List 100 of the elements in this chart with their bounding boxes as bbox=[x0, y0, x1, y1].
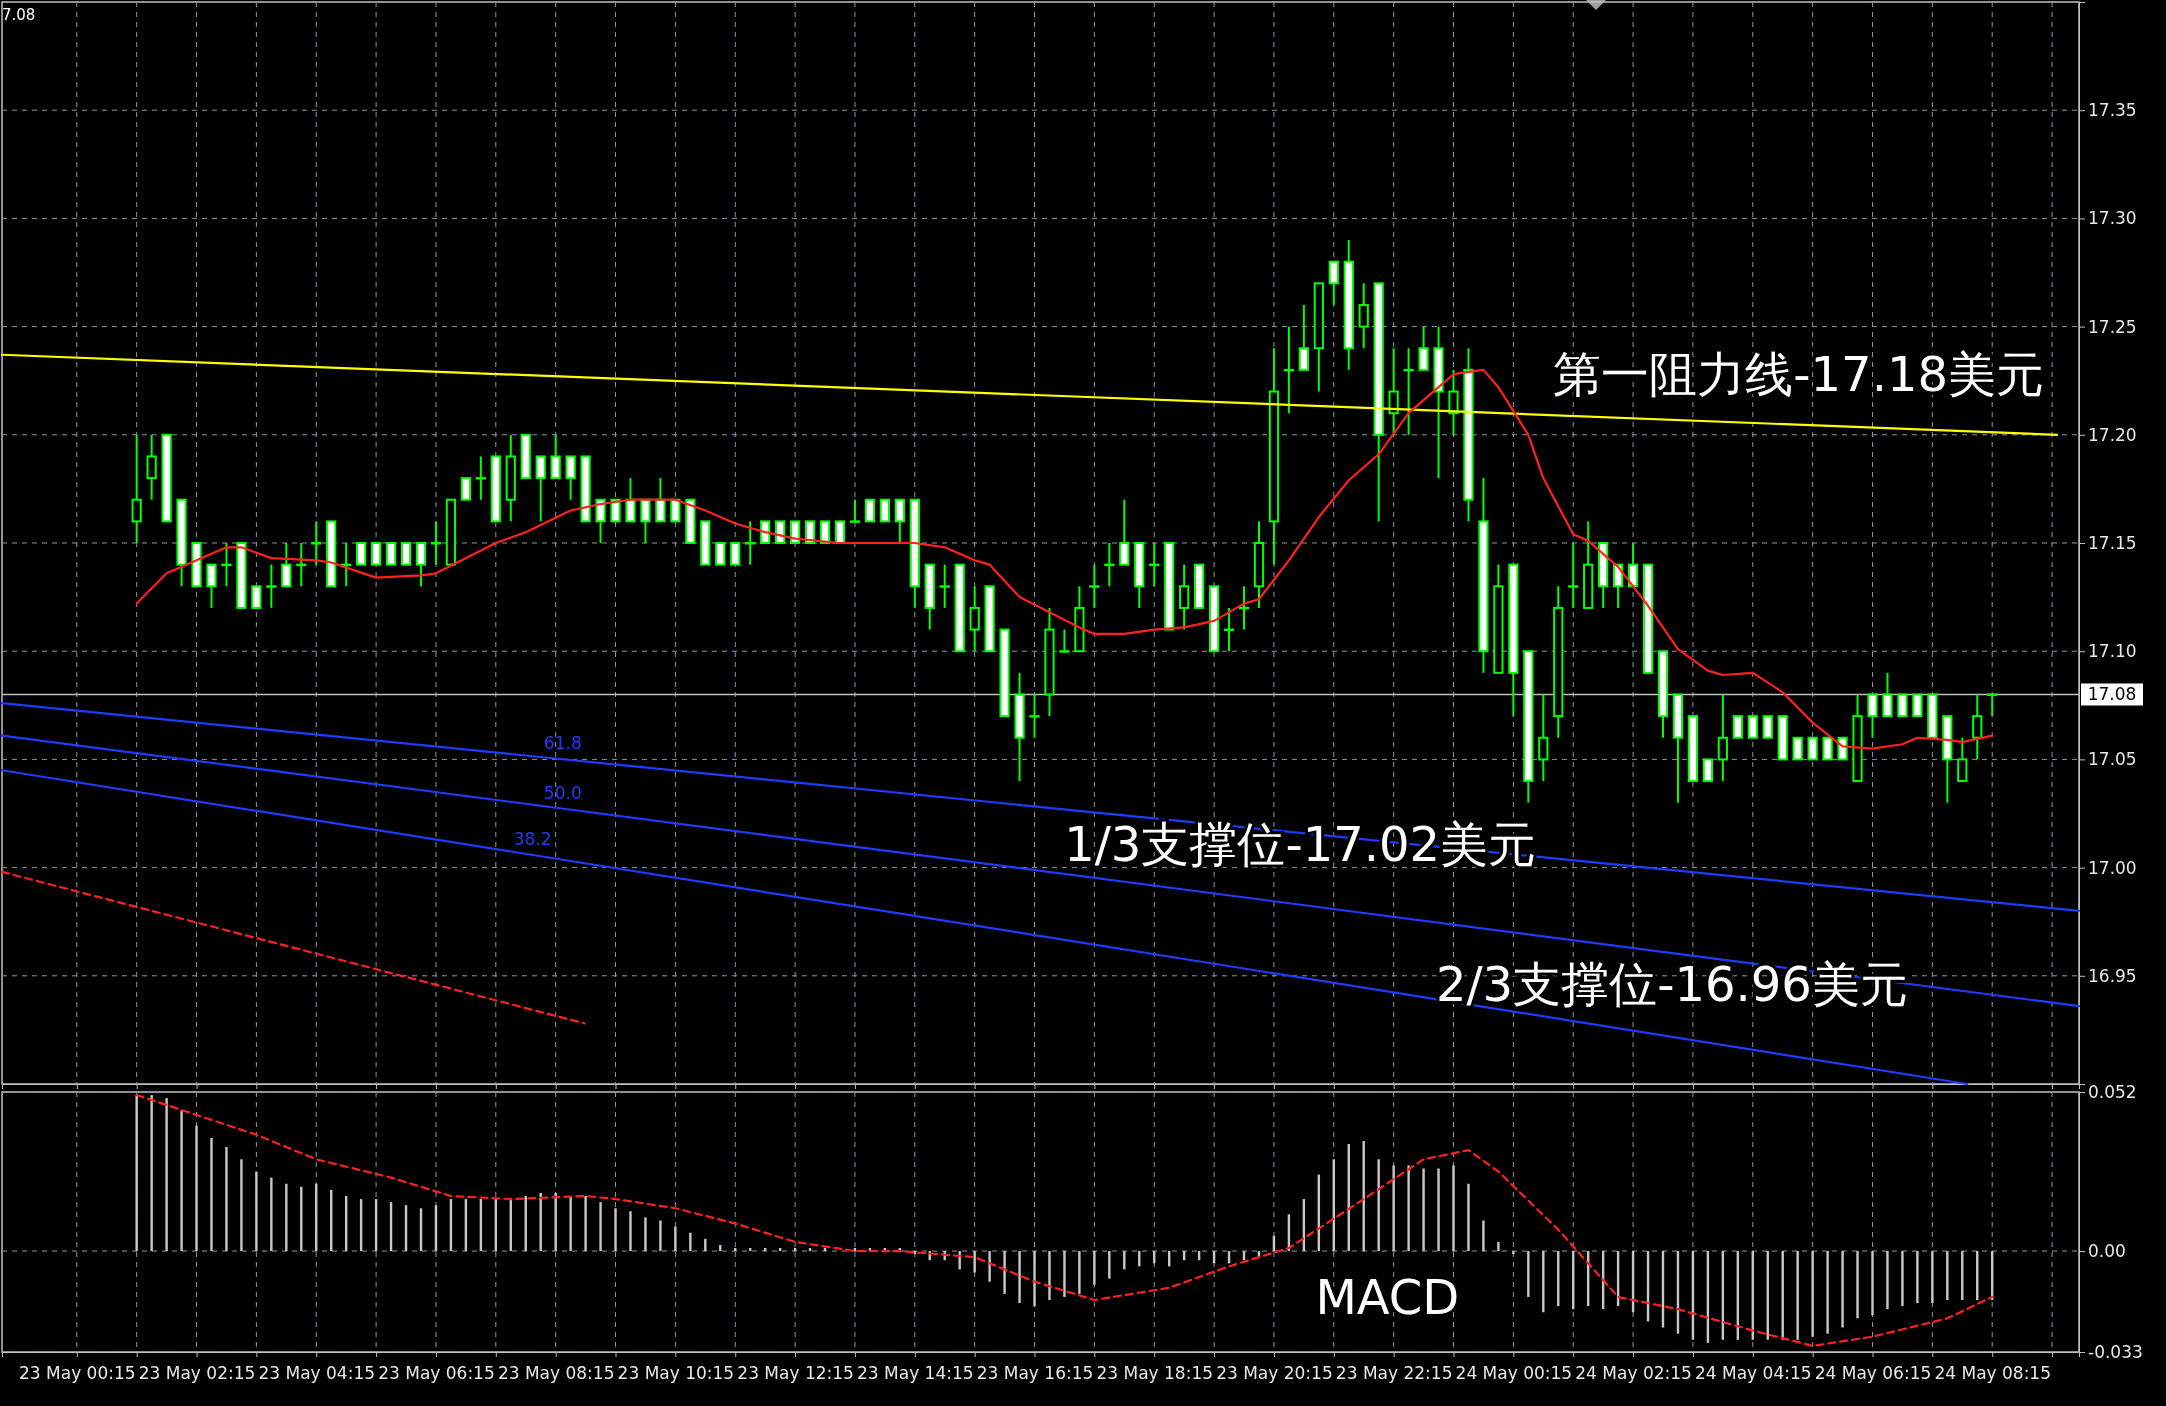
x-tick-label: 24 May 04:15 bbox=[1695, 1362, 1812, 1383]
candlestick bbox=[1179, 563, 1190, 631]
bar bbox=[1931, 1251, 1934, 1304]
series-label: 50.0 bbox=[543, 782, 582, 803]
x-tick-label: 23 May 08:15 bbox=[497, 1362, 615, 1383]
candlestick bbox=[1747, 715, 1758, 739]
candlestick bbox=[296, 542, 307, 588]
y-tick-label: 16.95 bbox=[2088, 965, 2137, 986]
candlestick bbox=[146, 433, 157, 501]
y-tick-label: 17.00 bbox=[2088, 857, 2137, 878]
bar bbox=[1871, 1251, 1874, 1316]
candlestick bbox=[1867, 693, 1878, 739]
y-tick-label: 17.25 bbox=[2088, 316, 2137, 337]
bar bbox=[135, 1095, 138, 1252]
bar bbox=[554, 1192, 557, 1252]
candlestick bbox=[131, 433, 142, 544]
candlestick bbox=[1403, 347, 1414, 436]
annotation: 第一阻力线-17.18美元 bbox=[1553, 346, 2044, 403]
x-tick-label: 23 May 10:15 bbox=[617, 1362, 735, 1383]
bar bbox=[225, 1147, 228, 1252]
candlestick bbox=[535, 455, 546, 523]
candlestick bbox=[550, 433, 561, 480]
candlestick bbox=[1957, 736, 1968, 783]
bar bbox=[1512, 1251, 1515, 1255]
candlestick bbox=[1223, 606, 1235, 653]
bar bbox=[1467, 1183, 1470, 1252]
candlestick bbox=[1912, 693, 1923, 718]
bar bbox=[1901, 1251, 1904, 1307]
candlestick bbox=[1987, 693, 1998, 718]
candlestick bbox=[789, 520, 801, 544]
bar bbox=[629, 1211, 632, 1252]
candlestick bbox=[281, 542, 292, 588]
x-tick-label: 23 May 12:15 bbox=[737, 1362, 854, 1383]
candlestick bbox=[1807, 736, 1818, 761]
candlestick bbox=[1358, 282, 1369, 350]
candlestick bbox=[595, 498, 606, 544]
x-tick-label: 23 May 18:15 bbox=[1096, 1362, 1214, 1383]
bar bbox=[1497, 1241, 1500, 1252]
candlestick bbox=[1328, 260, 1339, 306]
bar bbox=[210, 1137, 213, 1252]
candlestick bbox=[1119, 498, 1130, 566]
y-tick-label: 17.35 bbox=[2088, 100, 2137, 121]
candlestick bbox=[1822, 736, 1833, 761]
bar bbox=[270, 1177, 273, 1252]
candlestick bbox=[730, 542, 741, 566]
bar bbox=[1811, 1251, 1814, 1337]
candlestick bbox=[251, 585, 262, 609]
bar bbox=[1093, 1251, 1096, 1285]
candlestick bbox=[939, 563, 950, 609]
bar bbox=[1033, 1251, 1036, 1307]
candlestick bbox=[1897, 693, 1908, 718]
candlestick bbox=[356, 542, 367, 566]
candlestick bbox=[400, 542, 412, 566]
x-tick-label: 24 May 06:15 bbox=[1814, 1362, 1932, 1383]
candlestick bbox=[1418, 325, 1429, 371]
candlestick bbox=[969, 585, 980, 653]
candlestick bbox=[266, 563, 277, 609]
bar bbox=[1063, 1251, 1066, 1297]
candlestick bbox=[1568, 542, 1579, 609]
bar bbox=[584, 1196, 587, 1252]
bar bbox=[1377, 1159, 1380, 1252]
x-tick-label: 23 May 16:15 bbox=[976, 1362, 1094, 1383]
candlestick bbox=[565, 455, 576, 501]
bar bbox=[1856, 1251, 1859, 1319]
candlestick bbox=[311, 520, 322, 566]
y-tick-label: 17.20 bbox=[2088, 424, 2137, 445]
bar bbox=[1946, 1251, 1949, 1300]
candlestick bbox=[1882, 671, 1893, 718]
bar bbox=[1003, 1251, 1006, 1294]
bar bbox=[704, 1238, 707, 1252]
candlestick bbox=[640, 498, 651, 544]
candlestick bbox=[1448, 368, 1459, 436]
candlestick bbox=[221, 542, 232, 588]
bar bbox=[1796, 1251, 1799, 1340]
candlestick bbox=[430, 520, 442, 566]
x-tick-label: 23 May 20:15 bbox=[1216, 1362, 1333, 1383]
ref-line-label: 17.08 bbox=[2087, 684, 2137, 705]
y-tick-label: 17.05 bbox=[2088, 749, 2137, 770]
x-tick-label: 23 May 22:15 bbox=[1335, 1362, 1453, 1383]
x-tick-label: 24 May 02:15 bbox=[1575, 1362, 1692, 1383]
series-label: 61.8 bbox=[543, 733, 582, 754]
candlestick bbox=[1298, 303, 1309, 371]
bar bbox=[569, 1196, 572, 1252]
y-tick-label: 17.15 bbox=[2088, 532, 2137, 553]
x-tick-label: 23 May 00:15 bbox=[19, 1362, 136, 1383]
y-tick-label: -0.033 bbox=[2088, 1341, 2143, 1362]
candlestick bbox=[1702, 758, 1714, 783]
bar bbox=[1048, 1251, 1051, 1300]
bar bbox=[195, 1125, 198, 1252]
bar bbox=[1392, 1165, 1395, 1252]
bar bbox=[1452, 1165, 1455, 1252]
bar bbox=[1108, 1251, 1111, 1279]
candlestick bbox=[1283, 325, 1295, 415]
bar bbox=[599, 1202, 602, 1252]
bar bbox=[1437, 1168, 1440, 1252]
candlestick bbox=[1089, 563, 1100, 609]
candlestick bbox=[625, 477, 636, 523]
candlestick bbox=[864, 498, 876, 523]
bar bbox=[659, 1220, 662, 1252]
candlestick bbox=[206, 563, 217, 609]
